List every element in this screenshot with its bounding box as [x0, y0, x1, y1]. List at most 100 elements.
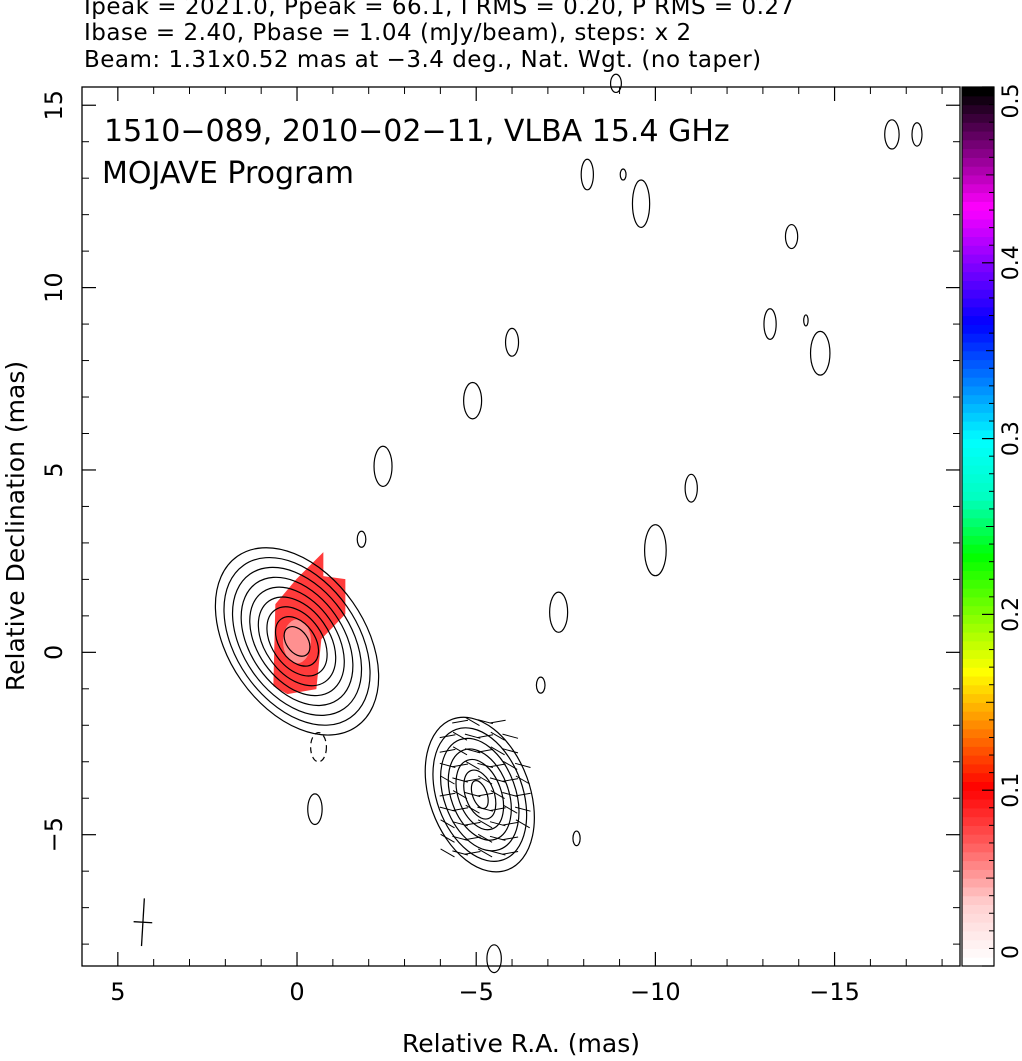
colorbar-segment [962, 570, 994, 580]
core-contour-8 [214, 547, 380, 736]
colorbar-segment [962, 623, 994, 633]
colorbar-segment [962, 807, 994, 818]
colorbar-segment [962, 675, 994, 686]
noise-contour-4 [549, 591, 569, 633]
colorbar-segment [962, 245, 994, 255]
colorbar-segment [962, 755, 994, 765]
chart-subtitle: MOJAVE Program [102, 156, 354, 191]
noise-contour-9 [619, 168, 627, 181]
evpa-stick [465, 804, 480, 814]
colorbar-segment [962, 148, 994, 158]
noise-contour-14 [803, 314, 809, 327]
colorbar-segment [962, 939, 994, 950]
core-contour-4 [249, 586, 345, 697]
noise-contour-8 [580, 158, 594, 191]
x-tick-label: 0 [289, 978, 304, 1006]
colorbar-segment [962, 904, 994, 914]
colorbar-segment [962, 280, 994, 290]
colorbar-segment [962, 482, 994, 492]
core-contour-5 [240, 576, 354, 707]
evpa-stick [477, 775, 493, 785]
colorbar-segment [962, 464, 994, 475]
colorbar-segment [962, 579, 994, 589]
colorbar-segment [962, 403, 994, 413]
evpa-stick [502, 778, 519, 782]
colorbar-tick-label: 0.3 [999, 421, 1022, 456]
noise-contour-18 [307, 793, 323, 826]
evpa-stick [477, 848, 493, 858]
header-line-base: Ibase = 2.40, Pbase = 1.04 (mJy/beam), s… [84, 20, 692, 46]
evpa-stick [502, 821, 519, 826]
noise-contour-17 [911, 122, 923, 147]
colorbar-segment [962, 289, 994, 299]
evpa-stick [452, 790, 468, 800]
evpa-stick [515, 775, 530, 785]
colorbar-segment [962, 113, 994, 123]
colorbar-segment [962, 878, 994, 888]
jet-contour-3 [447, 748, 512, 841]
colorbar-segment [962, 324, 994, 334]
y-tick-label: 0 [40, 645, 68, 660]
colorbar-tick-label: 0 [999, 945, 1022, 959]
x-tick-label: 5 [110, 978, 125, 1006]
colorbar-segment [962, 886, 994, 897]
evpa-stick [477, 819, 493, 829]
y-tick-label: −5 [40, 817, 68, 852]
noise-contour-16 [884, 119, 900, 150]
colorbar-segment [962, 930, 994, 941]
evpa-stick [439, 734, 456, 739]
evpa-stick [452, 731, 468, 741]
colorbar-segment [962, 552, 994, 563]
evpa-stick [502, 836, 519, 841]
colorbar-segment [962, 719, 994, 730]
evpa-stick [464, 778, 481, 782]
colorbar-segment [962, 728, 994, 739]
evpa-stick [514, 762, 531, 768]
colorbar-segment [962, 104, 994, 114]
evpa-stick [477, 792, 494, 797]
evpa-stick [490, 731, 505, 741]
colorbar-segment [962, 825, 994, 835]
colorbar-segment [962, 95, 994, 106]
core-contour-0 [283, 625, 311, 657]
core-contour-1 [274, 616, 320, 667]
colorbar-segment [962, 913, 994, 923]
colorbar-segment [962, 377, 994, 387]
evpa-stick [464, 836, 481, 841]
x-tick-label: −10 [630, 978, 681, 1006]
y-tick-label: 10 [40, 272, 68, 303]
colorbar-segment [962, 544, 994, 554]
core-contour-6 [231, 566, 363, 716]
chart-title: 1510−089, 2010−02−11, VLBA 15.4 GHz [104, 114, 730, 149]
evpa-stick [440, 819, 455, 829]
colorbar-segment [962, 412, 994, 422]
colorbar-segment [962, 456, 994, 466]
evpa-stick [477, 833, 493, 843]
colorbar-segment [962, 350, 994, 361]
colorbar-segment [962, 236, 994, 246]
y-tick-label: 5 [40, 462, 68, 477]
colorbar-segment [962, 333, 994, 343]
colorbar-segment [962, 262, 994, 273]
header-line-beam: Beam: 1.31x0.52 mas at −3.4 deg., Nat. W… [84, 47, 762, 73]
colorbar-segment [962, 315, 994, 325]
colorbar-tick-label: 0.4 [999, 245, 1022, 280]
noise-contour-15 [809, 330, 831, 376]
evpa-stick [489, 719, 506, 724]
colorbar-segment [962, 640, 994, 651]
colorbar-segment [962, 394, 994, 405]
colorbar-segment [962, 614, 994, 624]
evpa-stick [514, 806, 531, 812]
evpa-stick [490, 746, 505, 756]
noise-contour-11 [609, 73, 622, 94]
polarization-color-region [273, 552, 346, 695]
jet-contour-5 [432, 727, 528, 862]
noise-contour-19 [572, 830, 581, 847]
colorbar-segment [962, 500, 994, 510]
colorbar-segment [962, 781, 994, 791]
colorbar-segment [962, 421, 994, 431]
jet-contour-6 [424, 716, 535, 873]
polarization-core-highlight [283, 619, 312, 664]
evpa-stick [464, 851, 481, 855]
jet-contour-0 [470, 780, 489, 810]
